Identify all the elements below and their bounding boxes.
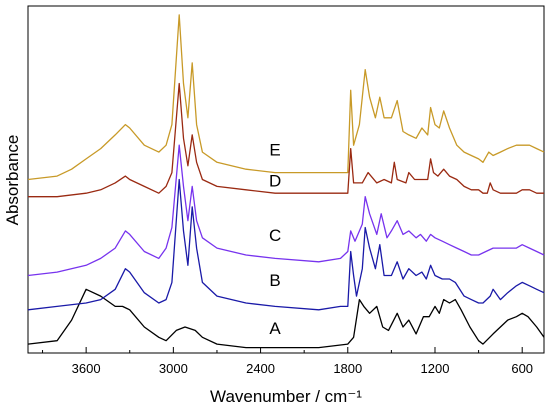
series-label-d: D	[269, 171, 281, 190]
x-tick-label: 1800	[333, 361, 362, 376]
axes-frame	[27, 5, 545, 354]
plot-area: A B C DE	[27, 5, 545, 354]
series-label-a: A	[269, 319, 281, 338]
series-line-e	[27, 14, 545, 181]
y-axis-title: Absorbance	[3, 135, 22, 226]
series-line-c	[27, 144, 545, 277]
series-label-e: E	[269, 140, 280, 159]
series-label-group: A B C DE	[269, 140, 281, 337]
series-line-d	[28, 82, 544, 198]
x-tick-label: 1200	[421, 361, 450, 376]
series-line-a	[27, 288, 545, 349]
x-tick-label: 3000	[159, 361, 188, 376]
x-tick-label: 3600	[72, 361, 101, 376]
series-label-c: C	[269, 226, 281, 245]
series-line-b	[27, 178, 545, 311]
x-tick-label: 600	[511, 361, 533, 376]
x-axis-title: Wavenumber / cm⁻¹	[210, 387, 362, 406]
x-tick-label: 2400	[246, 361, 275, 376]
x-axis: 3600 3000 2400 1800 1200 600	[42, 347, 533, 376]
series-label-b: B	[269, 271, 280, 290]
series-group	[27, 14, 545, 349]
